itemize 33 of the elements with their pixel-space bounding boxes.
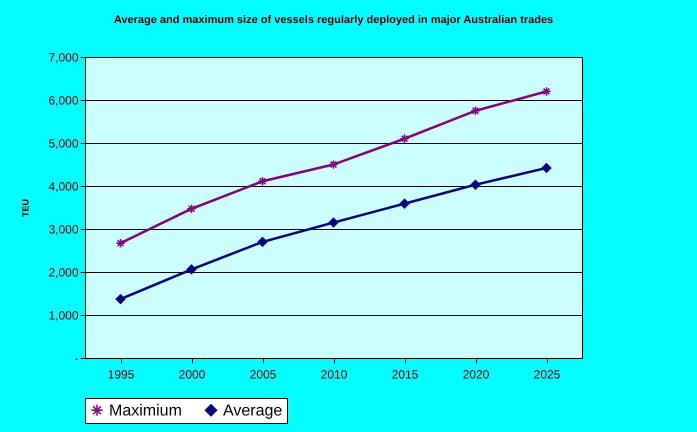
point: [542, 163, 552, 173]
point: [116, 238, 126, 248]
point: [542, 86, 552, 96]
point: [400, 198, 410, 209]
point: [470, 106, 480, 116]
x-tick-label: 2020: [462, 368, 490, 382]
point: [116, 294, 126, 304]
point: [400, 134, 410, 144]
y-axis-title: TEU: [20, 199, 30, 217]
y-tick-label: 2,000: [48, 266, 79, 280]
x-tick-label: 2010: [320, 368, 348, 382]
point: [186, 204, 196, 214]
y-tick-label: 7,000: [48, 50, 79, 64]
point: [328, 160, 338, 170]
y-tick-label: -: [74, 352, 78, 366]
x-tick-label: 2005: [250, 368, 277, 382]
point: [186, 264, 196, 274]
chart-title: Average and maximum size of vessels regularly deployed in major Australian trades: [114, 14, 554, 26]
y-tick-label: 1,000: [48, 308, 79, 322]
x-tick-label: 2025: [534, 368, 561, 382]
y-tick-label: 3,000: [48, 222, 79, 236]
x-tick-label: 2000: [178, 368, 206, 382]
x-tick-label: 1995: [108, 368, 135, 382]
legend-label: Maximium: [109, 402, 182, 420]
point: [258, 236, 268, 247]
y-tick-label: 4,000: [48, 180, 79, 194]
point: [470, 180, 480, 190]
y-tick-label: 6,000: [48, 94, 79, 108]
point: [328, 218, 338, 228]
x-tick-label: 2015: [392, 368, 419, 382]
legend-label: Average: [223, 402, 282, 420]
point: [258, 176, 268, 186]
y-tick-label: 5,000: [48, 136, 79, 150]
